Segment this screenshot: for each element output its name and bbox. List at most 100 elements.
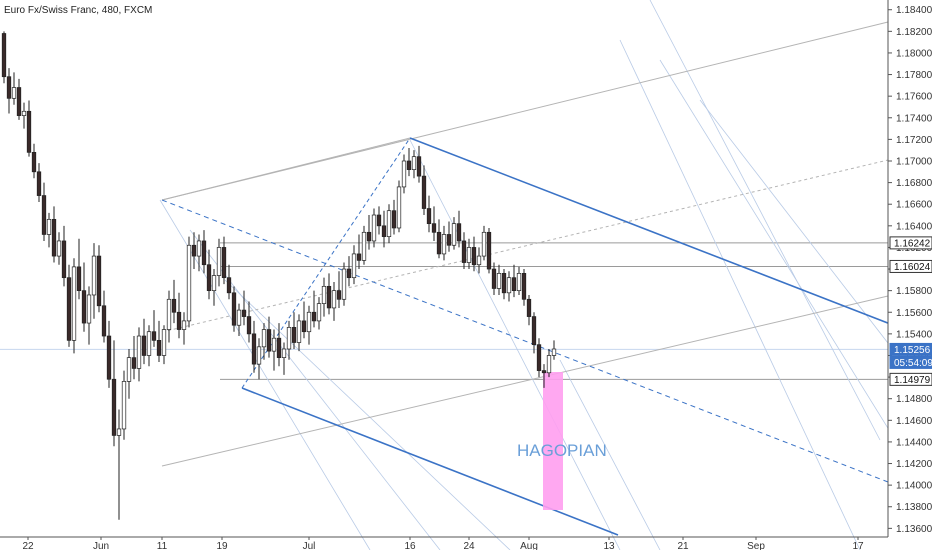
fan-line[interactable] [189,229,441,550]
candle-body [51,218,57,257]
candle-body [316,303,322,322]
candle-body [356,253,362,261]
price-tag-box [889,342,932,356]
price-tag-label: 1.16024 [894,262,931,273]
blue-upper-line[interactable] [409,137,894,326]
candle-body [21,110,27,116]
gray-lower-parallel[interactable] [161,295,889,467]
candle-body [336,290,342,300]
time-tick-label: 13 [603,541,615,550]
candle-body [151,331,157,341]
price-tick-label: 1.18000 [896,48,932,59]
fan-line[interactable] [409,139,621,550]
candle-body [91,255,97,296]
price-tick-label: 1.16800 [896,178,932,189]
candle-body [326,285,332,309]
price-tick-label: 1.16400 [896,221,932,232]
price-tick-label: 1.15600 [896,308,932,319]
candle-body [306,311,312,333]
candle-body [461,240,467,263]
time-tick-label: 17 [852,541,864,550]
candle-body [191,244,197,257]
candle-body [321,285,327,304]
blue-dashed-median[interactable] [161,199,889,483]
candle-body [146,331,152,356]
fan-line[interactable] [659,59,921,481]
candle-body [541,370,547,374]
candle-body [121,381,127,430]
price-tick-label: 1.14600 [896,416,932,427]
candle-body [406,160,412,170]
highlight-box[interactable] [543,372,563,510]
price-tag-box [889,355,932,369]
candle-body [46,218,52,235]
candle-body [216,247,222,276]
candle-body [116,428,122,436]
candle-body [101,305,107,337]
price-tick-label: 1.17800 [896,70,932,81]
candle-body [371,214,377,242]
candle-body [41,195,47,235]
candle-body [266,329,272,352]
candle-body [211,275,217,291]
time-tick-label: 11 [157,541,168,550]
price-tick-label: 1.18200 [896,27,932,38]
candle-body [366,231,372,242]
gray-upper-parallel[interactable] [161,21,889,201]
candles-layer [1,31,557,520]
candle-body [206,264,212,291]
blue-lower-line[interactable] [241,387,619,536]
candle-body [111,378,117,436]
fan-line[interactable] [619,39,861,550]
fan-line[interactable] [159,199,371,550]
candle-body [156,340,162,356]
candle-body [311,311,317,322]
candle-body [26,110,32,153]
candle-body [161,329,167,356]
candle-body [341,268,347,300]
fan-line[interactable] [559,359,661,550]
candle-body [226,277,232,294]
time-tick-label: 19 [216,541,228,550]
candle-body [221,247,227,279]
gray-median-line[interactable] [161,159,889,333]
candle-body [531,316,537,346]
candle-body [96,255,102,307]
fan-line[interactable] [224,279,511,550]
time-tick-label: Sep [747,541,765,550]
time-tick-label: 16 [404,541,416,550]
candle-body [501,273,507,294]
candle-body [456,223,462,242]
candle-body [246,316,252,335]
price-tick-label: 1.18400 [896,5,932,16]
time-tick-label: Jun [93,541,109,550]
time-tick-label: 21 [677,541,689,550]
candle-body [291,327,297,343]
candle-body [66,277,72,341]
candle-body [486,231,492,270]
instrument-title: Euro Fx/Swiss Franc, 480, FXCM [4,5,152,16]
candle-body [536,344,542,371]
price-tick-label: 1.14800 [896,394,932,405]
price-tick-label: 1.17200 [896,135,932,146]
candle-body [491,268,497,289]
candle-body [476,255,482,266]
gray-pitch-connector[interactable] [161,137,411,201]
candle-body [411,156,417,170]
price-tag-box [889,259,932,273]
fan-line[interactable] [649,0,881,441]
candle-body [286,327,292,350]
candle-body [56,240,62,257]
price-tag-label: 1.16242 [894,238,931,249]
price-tick-label: 1.14200 [896,459,932,470]
candle-body [76,266,82,291]
candle-body [386,210,392,237]
candle-body [271,337,277,352]
price-tag-box [889,372,932,386]
candle-body [16,87,22,116]
candle-body [1,33,7,78]
